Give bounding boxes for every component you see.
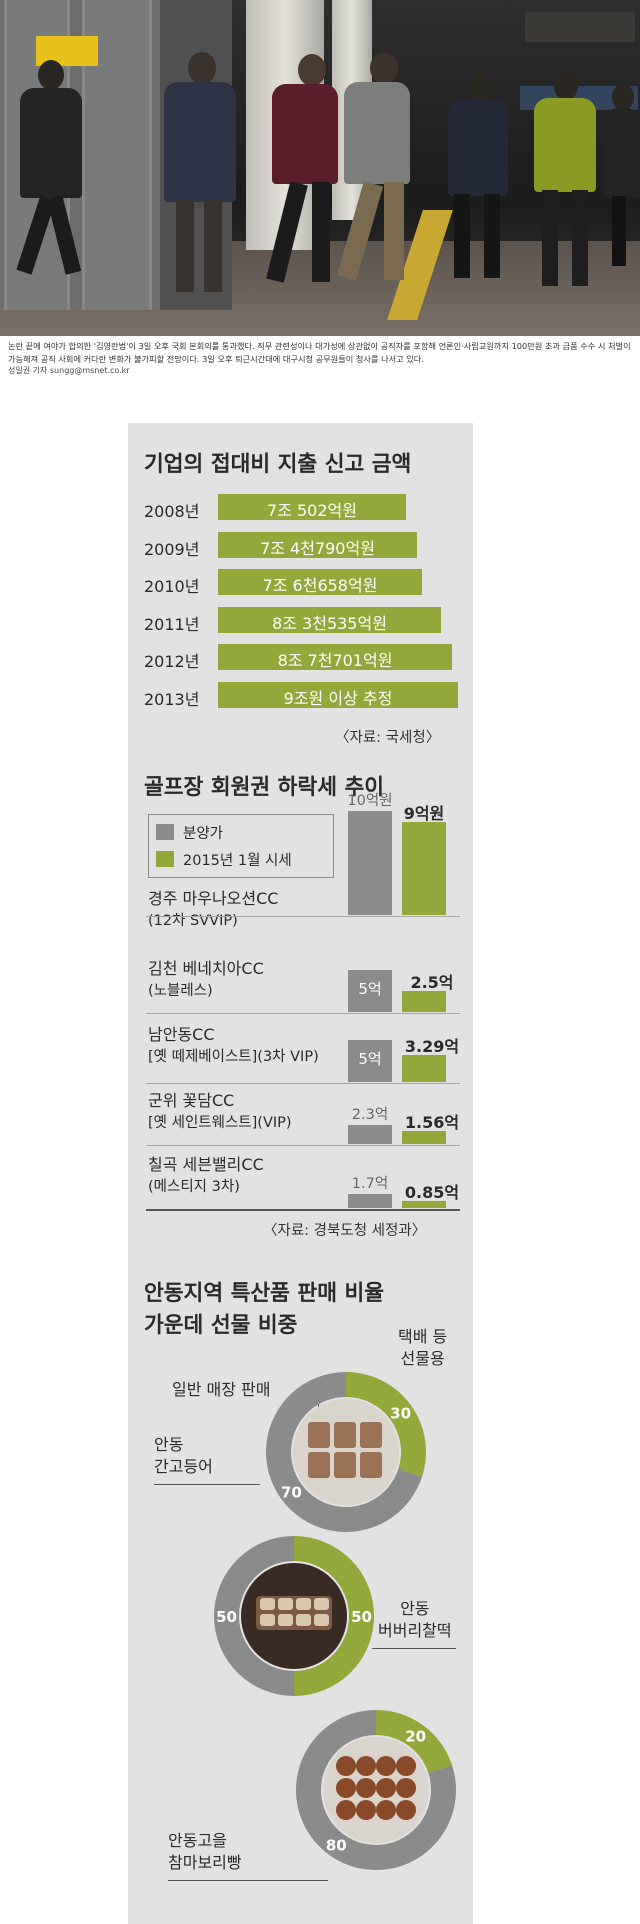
expense-bar: 7조 502억원 — [218, 494, 406, 520]
expense-value-label: 8조 3천535억원 — [272, 613, 387, 633]
expense-value-label: 7조 6천658억원 — [262, 576, 378, 595]
gift-label-line1: 택배 등 — [398, 1327, 448, 1346]
expense-year-label: 2011년 — [144, 614, 200, 634]
expense-value-label: 8조 7천701억원 — [277, 651, 393, 670]
store-slice-label: 일반 매장 판매 — [172, 1380, 271, 1399]
gift-chart-title-line1: 안동지역 특산품 판매 비율 — [144, 1281, 385, 1306]
golf-value-market: 9억원 — [403, 804, 445, 823]
golf-bar-market — [402, 991, 446, 1012]
expense-year-label: 2008년 — [144, 502, 200, 521]
golf-club-label: 경주 마우나오션CC (12차 SVVIP) — [148, 888, 278, 932]
donut-name-line2: 버버리찰떡 — [378, 1621, 452, 1640]
expense-bar: 9조원 이상 추정 — [218, 681, 458, 708]
golf-club-name: 김천 베네치아CC — [148, 959, 264, 978]
legend-label-presale: 분양가 — [183, 826, 224, 842]
donut-name-boribread: 안동고을 참마보리빵 — [168, 1830, 242, 1874]
golf-club-grade: (12차 SVVIP) — [148, 913, 238, 929]
golf-value-presale: 5억 — [358, 980, 382, 998]
expense-value-label: 7조 502억원 — [267, 501, 357, 520]
photo-credit: 성일권 기자 sungg@msnet.co.kr — [8, 366, 130, 375]
expense-chart-title: 기업의 접대비 지출 신고 금액 — [144, 452, 412, 477]
donut-name-line1: 안동 — [400, 1599, 430, 1618]
golf-club-grade: [옛 떼제베이스트](3차 VIP) — [148, 1049, 319, 1065]
expense-value-label: 7조 4천790억원 — [260, 538, 375, 558]
expense-value-label: 9조원 이상 추정 — [283, 688, 393, 708]
gift-chart-title-line2: 가운데 선물 비중 — [144, 1313, 298, 1338]
golf-club-name: 경주 마우나오션CC — [148, 889, 279, 908]
golf-bar-presale — [348, 970, 392, 1012]
donut-name-line1: 안동 — [154, 1435, 184, 1454]
donut-name-chaltteok: 안동 버버리찰떡 — [378, 1598, 452, 1642]
golf-value-market: 2.5억 — [410, 973, 454, 992]
leader-line — [168, 1880, 328, 1881]
legend-swatch-green — [156, 851, 174, 867]
golf-row-separator — [146, 916, 460, 917]
expense-chart-source: 〈자료: 국세청〉 — [335, 730, 441, 746]
golf-row-separator — [146, 1083, 460, 1084]
donut-name-line2: 참마보리빵 — [168, 1853, 242, 1872]
golf-bar-presale — [348, 1194, 392, 1208]
golf-value-presale: 5억 — [358, 1050, 382, 1068]
expense-year-label: 2012년 — [144, 652, 200, 671]
golf-bar-presale — [348, 1125, 392, 1144]
golf-club-label: 군위 꽃담CC [옛 세인트웨스트](VIP) — [148, 1090, 292, 1134]
donut-name-mackerel: 안동 간고등어 — [154, 1434, 213, 1478]
leader-line — [372, 1648, 456, 1649]
golf-chart-baseline — [146, 1209, 460, 1211]
golf-bar-market — [402, 1055, 446, 1082]
golf-club-grade: (노블레스) — [148, 983, 213, 999]
golf-bar-market — [402, 1201, 446, 1208]
expense-year-label: 2009년 — [144, 539, 200, 559]
expense-bar: 8조 7천701억원 — [218, 644, 452, 670]
donut-name-line1: 안동고을 — [168, 1831, 227, 1850]
golf-club-label: 칠곡 세븐밸리CC (메스티지 3차) — [148, 1154, 264, 1198]
caption-text: 논란 끝에 여야가 합의한 '김영란법'이 3일 오후 국회 본회의를 통과했다… — [8, 341, 631, 364]
expense-bar: 8조 3천535억원 — [218, 606, 441, 633]
golf-club-name: 남안동CC — [148, 1025, 215, 1044]
photo-caption: 논란 끝에 여야가 합의한 '김영란법'이 3일 오후 국회 본회의를 통과했다… — [8, 340, 632, 378]
golf-bar-presale — [348, 811, 392, 915]
leader-line — [318, 1402, 319, 1420]
golf-club-label: 남안동CC [옛 떼제베이스트](3차 VIP) — [148, 1024, 319, 1068]
expense-bar: 7조 4천790억원 — [218, 531, 417, 558]
golf-value-presale: 1.7억 — [351, 1176, 389, 1192]
golf-club-grade: [옛 세인트웨스트](VIP) — [148, 1115, 292, 1131]
golf-bar-presale — [348, 1040, 392, 1082]
news-photo — [0, 0, 640, 336]
golf-chart-source: 〈자료: 경북도청 세정과〉 — [263, 1223, 427, 1239]
expense-bar: 7조 6천658억원 — [218, 569, 422, 595]
expense-year-label: 2010년 — [144, 577, 200, 596]
golf-club-name: 칠곡 세븐밸리CC — [148, 1155, 264, 1174]
golf-value-market: 3.29억 — [404, 1037, 460, 1056]
gift-chart-title: 안동지역 특산품 판매 비율 가운데 선물 비중 — [144, 1278, 384, 1342]
golf-value-market: 0.85억 — [404, 1183, 460, 1202]
legend-swatch-gray — [156, 824, 174, 840]
gift-slice-label: 택배 등 선물용 — [398, 1326, 447, 1370]
golf-chart-title: 골프장 회원권 하락세 추이 — [144, 775, 385, 800]
donut-name-line2: 간고등어 — [154, 1457, 213, 1476]
photo-building-sign — [525, 12, 635, 42]
gift-label-line2: 선물용 — [400, 1349, 445, 1368]
golf-row-separator — [146, 1013, 460, 1014]
golf-value-market: 1.56억 — [404, 1113, 460, 1132]
golf-value-presale: 2.3억 — [351, 1107, 389, 1123]
golf-value-presale: 10억원 — [347, 793, 393, 809]
legend-label-market: 2015년 1월 시세 — [183, 853, 292, 869]
expense-year-label: 2013년 — [144, 689, 200, 709]
golf-club-label: 김천 베네치아CC (노블레스) — [148, 958, 264, 1002]
golf-club-grade: (메스티지 3차) — [148, 1179, 240, 1195]
golf-row-separator — [146, 1145, 460, 1146]
golf-bar-market — [402, 822, 446, 915]
golf-bar-market — [402, 1131, 446, 1144]
golf-chart-legend: 분양가 2015년 1월 시세 — [148, 814, 334, 878]
leader-line — [154, 1484, 260, 1485]
golf-club-name: 군위 꽃담CC — [148, 1091, 235, 1110]
